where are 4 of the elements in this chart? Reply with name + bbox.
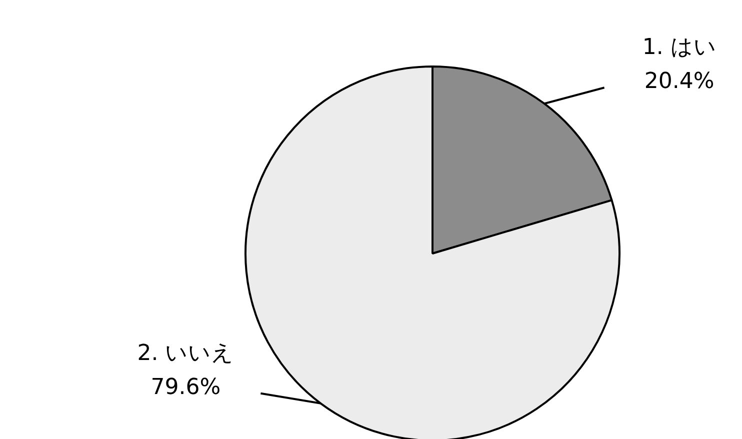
slice-label: 2. いいえ [137,340,234,366]
data-label: 20.4% [644,69,714,94]
slice-label: 1. はい [642,35,716,60]
data-label: 79.6% [150,374,221,400]
